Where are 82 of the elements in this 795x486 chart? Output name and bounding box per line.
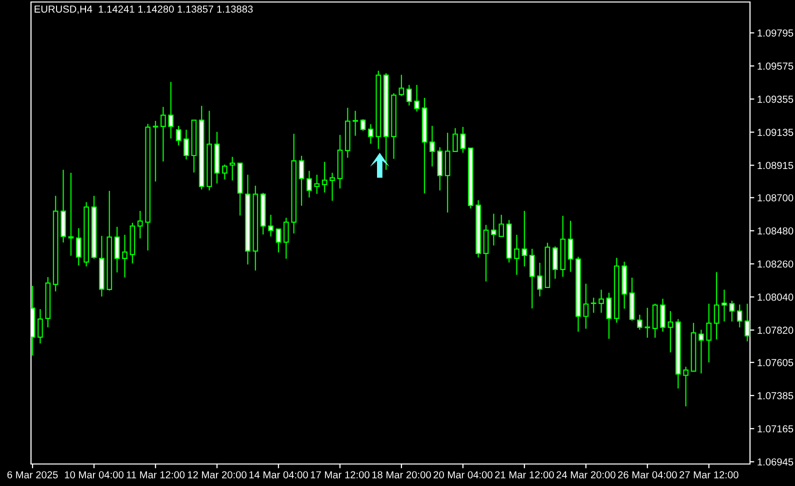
candlestick <box>698 329 704 374</box>
candlestick <box>552 246 558 280</box>
candlestick <box>522 210 528 267</box>
candlestick <box>168 81 174 140</box>
candlestick <box>590 297 596 314</box>
candlestick <box>736 304 742 328</box>
candlestick <box>114 226 120 273</box>
candlestick <box>176 125 182 146</box>
candlestick <box>498 214 504 238</box>
candlestick <box>230 156 236 182</box>
candlestick <box>706 303 712 363</box>
x-tick-label: 20 Mar 04:00 <box>434 471 492 478</box>
candlestick <box>414 84 420 112</box>
candlestick <box>537 262 542 297</box>
candlestick <box>398 74 404 96</box>
x-tick-label: 18 Mar 20:00 <box>372 471 431 478</box>
candlestick <box>360 118 366 132</box>
candlestick <box>452 128 458 152</box>
y-tick-label: 1.09795 <box>758 29 794 37</box>
candlestick <box>68 172 74 256</box>
candlestick <box>38 308 43 344</box>
x-tick-label: 12 Mar 20:00 <box>188 471 246 478</box>
y-tick-label: 1.08700 <box>758 194 794 202</box>
y-tick-label: 1.08480 <box>758 227 794 235</box>
candlestick <box>652 303 658 338</box>
candlestick <box>314 174 320 194</box>
candlestick <box>276 228 282 253</box>
x-tick-label: 27 Mar 12:00 <box>680 471 738 478</box>
candlestick <box>406 84 412 106</box>
candlestick <box>568 220 574 272</box>
candlestick <box>583 283 589 330</box>
candlestick <box>222 164 228 180</box>
candlestick <box>298 155 304 206</box>
y-tick-label: 1.07165 <box>758 425 794 432</box>
candlestick <box>430 125 435 168</box>
x-tick-label: 21 Mar 12:00 <box>495 471 554 478</box>
x-tick-label: 26 Mar 04:00 <box>618 471 677 478</box>
candlestick <box>668 310 674 353</box>
candlestick <box>714 272 720 340</box>
y-tick-label: 1.08260 <box>758 260 794 268</box>
candlestick <box>160 106 166 162</box>
candlestick <box>637 314 642 330</box>
x-tick-label: 24 Mar 20:00 <box>556 471 616 478</box>
candlestick <box>122 234 128 278</box>
y-tick-label: 1.08040 <box>758 294 794 301</box>
x-tick-label: 14 Mar 04:00 <box>249 471 308 478</box>
candlestick <box>137 210 143 239</box>
candlestick <box>152 120 158 182</box>
candlestick <box>268 214 274 238</box>
y-tick-label: 1.09575 <box>758 62 794 70</box>
candlestick <box>306 170 312 198</box>
x-tick-label: 6 Mar 2025 <box>7 471 58 478</box>
candlestick <box>483 224 489 282</box>
candlestick <box>491 213 496 246</box>
y-tick-label: 1.09135 <box>758 128 794 136</box>
candlestick <box>330 172 335 202</box>
y-tick-label: 1.07605 <box>758 359 794 366</box>
candlestick <box>352 110 358 136</box>
candlestick <box>76 228 82 266</box>
x-tick-label: 17 Mar 12:00 <box>310 471 370 478</box>
x-tick-label: 10 Mar 04:00 <box>64 471 124 478</box>
chart-title: EURUSD,H4 1.14241 1.14280 1.13857 1.13883 <box>34 6 253 14</box>
candlestick <box>514 234 520 276</box>
y-tick-label: 1.09355 <box>758 96 794 103</box>
candlestick <box>598 289 604 314</box>
candlestick <box>460 126 466 154</box>
y-tick-label: 1.07385 <box>758 392 794 400</box>
candlestick <box>368 124 374 144</box>
candlestick <box>322 161 328 194</box>
candlestick <box>284 217 289 260</box>
candlestick <box>722 289 727 322</box>
x-tick-label: 11 Mar 12:00 <box>126 471 185 478</box>
y-tick-label: 1.07820 <box>758 326 794 334</box>
y-tick-label: 1.06945 <box>758 458 794 466</box>
candlestick <box>529 248 535 309</box>
y-tick-label: 1.08915 <box>758 162 794 170</box>
candlestick <box>660 298 666 332</box>
candlestick <box>729 300 735 322</box>
candlestick <box>644 307 650 338</box>
candlestick <box>683 366 688 407</box>
candlestick <box>184 129 189 160</box>
candlestick <box>606 292 612 340</box>
